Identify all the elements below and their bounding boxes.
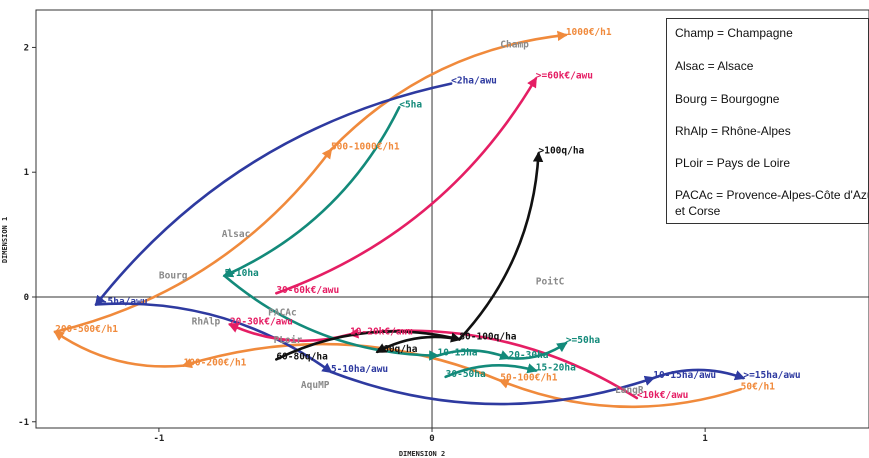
trajectory-arrow	[53, 148, 333, 334]
point-label: Bourg	[159, 270, 188, 281]
axes-group: -1 0 1 -1 0 1 2	[18, 10, 869, 444]
x-tick-label: -1	[153, 434, 164, 444]
trajectory-arrow	[498, 378, 742, 409]
point-label: 50€/h1	[741, 381, 776, 392]
trajectory-arrow	[458, 151, 544, 341]
point-label: 15-20ha	[536, 363, 576, 374]
legend-entry-champagne: Champ = Champagne	[675, 26, 793, 40]
trajectory-arrow	[94, 82, 453, 307]
trajectory-arrow	[275, 330, 462, 361]
trajectory-arrow	[651, 368, 746, 381]
point-label: 10-20k€/awu	[350, 326, 413, 337]
point-label: <10k€/awu	[637, 390, 688, 401]
point-label: 10-15ha	[437, 348, 477, 359]
y-tick-label: -1	[18, 418, 29, 428]
point-label: >100q/ha	[539, 145, 585, 156]
point-label: 100-200€/h1	[183, 358, 246, 369]
y-axis-label: DIMENSION 1	[1, 217, 9, 263]
point-label: 10-15ha/awu	[653, 370, 716, 381]
y-tick-label: 0	[24, 293, 29, 303]
point-label: 1000€/h1	[566, 27, 612, 38]
point-label: 200-500€/h1	[55, 324, 118, 335]
point-label: PoitC	[536, 277, 565, 288]
y-tick-label: 1	[24, 168, 29, 178]
point-label: 50-100€/h1	[500, 373, 557, 384]
legend-entry-paca: PACAc = Provence-Alpes-Côte d'Azur et Co…	[675, 188, 869, 218]
x-tick-label: 0	[429, 434, 434, 444]
trajectory-arrow	[53, 330, 185, 368]
trajectory-arrow	[223, 274, 440, 361]
trajectory-arrow	[375, 335, 461, 354]
trajectory-arrow	[329, 30, 568, 152]
point-label: 20-30ha	[508, 350, 548, 361]
legend-entry-bourgogne: Bourg = Bourgogne	[675, 92, 780, 106]
x-tick-label: 1	[702, 434, 707, 444]
trajectory-arrow	[222, 106, 401, 278]
point-label: 80-100q/ha	[459, 331, 516, 342]
legend-entry-pays-de-loire: PLoir = Pays de Loire	[675, 156, 791, 170]
point-label-group: Champ Alsac Bourg RhAlp PACAc PLoir AquMP PoitC…	[55, 27, 800, 401]
point-label: LangR	[615, 385, 644, 396]
point-label: 5-10ha/awu	[331, 364, 388, 375]
plot-frame	[35, 9, 869, 429]
trajectory-arrow	[436, 349, 511, 360]
point-label: 20-30k€/awu	[230, 316, 293, 327]
point-label: 2-5ha/awu	[96, 296, 147, 307]
legend-box: Champ = Champagne Alsac = Alsace Bourg =…	[666, 18, 869, 224]
point-label: <5ha	[399, 99, 422, 110]
point-label: 30-50ha	[446, 369, 486, 380]
point-label: Alsac	[222, 229, 251, 240]
point-label: >=60k€/awu	[536, 71, 593, 82]
trajectory-arrow	[181, 342, 502, 382]
point-label: AquMP	[301, 380, 330, 391]
point-label: 60-80q/ha	[276, 351, 328, 362]
point-label: >=50ha	[566, 335, 601, 346]
point-label: Champ	[500, 39, 529, 50]
trajectory-arrow	[444, 363, 538, 379]
point-label: <2ha/awu	[451, 76, 497, 87]
trajectory-arrow	[507, 341, 568, 360]
point-label: PLoir	[274, 335, 303, 346]
point-label: RhAlp	[192, 316, 221, 327]
point-label: 30-60k€/awu	[276, 285, 339, 296]
point-label: 5-10ha	[224, 268, 259, 279]
point-label: <60q/ha	[377, 344, 417, 355]
y-tick-label: 2	[24, 43, 29, 53]
x-axis-label: DIMENSION 2	[399, 450, 445, 458]
trajectory-arrow	[94, 302, 333, 374]
point-label: PACAc	[268, 308, 297, 319]
trajectory-group	[53, 30, 746, 409]
legend-entry-alsace: Alsac = Alsace	[675, 59, 754, 73]
legend-entry-rhone-alpes: RhAlp = Rhône-Alpes	[675, 124, 791, 138]
point-label: >=15ha/awu	[743, 370, 800, 381]
trajectory-arrow	[275, 76, 538, 295]
point-label: 500-1000€/h1	[331, 142, 400, 153]
trajectory-arrow	[329, 370, 656, 406]
